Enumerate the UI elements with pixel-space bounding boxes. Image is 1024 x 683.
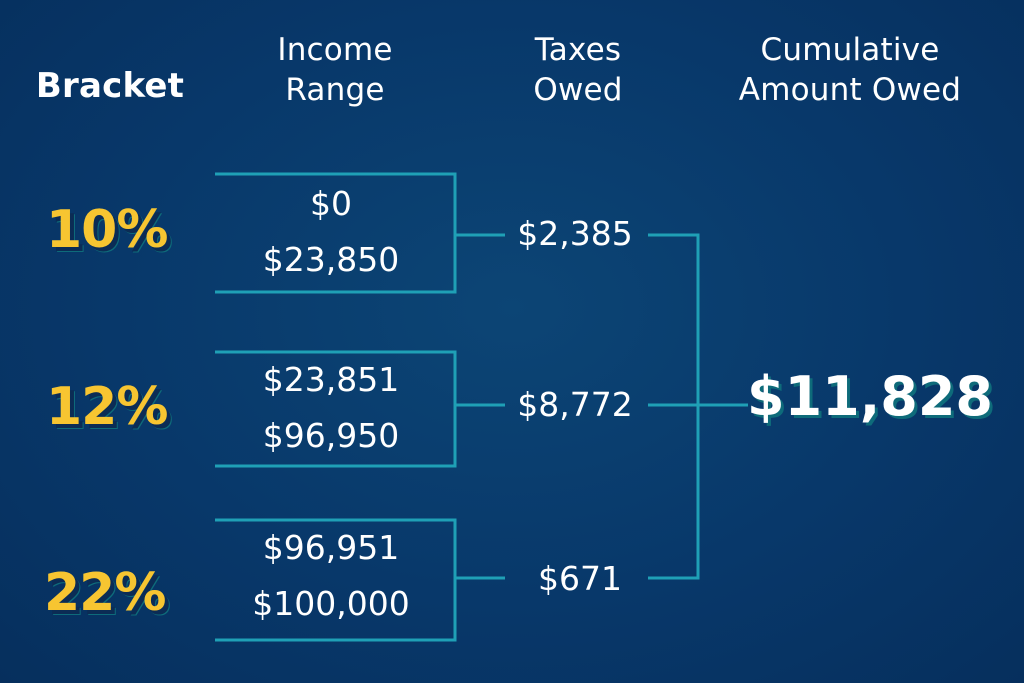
header-income-line-2: Range xyxy=(285,72,385,108)
taxes-owed-1: $2,385 xyxy=(517,214,633,253)
income-range-1-low: $0 xyxy=(310,184,352,223)
header-taxes-line-1: Taxes xyxy=(534,32,622,68)
range-box-3 xyxy=(215,518,457,642)
income-range-3: $96,951 $100,000 xyxy=(211,520,451,632)
header-bracket: Bracket xyxy=(20,66,200,106)
taxes-owed-2: $8,772 xyxy=(517,385,633,424)
income-range-1: $0 $23,850 xyxy=(211,176,451,288)
header-income-line-1: Income xyxy=(277,32,393,68)
income-range-3-high: $100,000 xyxy=(252,584,410,623)
bracket-rate-2: 12% xyxy=(46,377,168,437)
header-taxes-owed: Taxes Owed xyxy=(478,30,678,110)
bracket-rate-3: 22% xyxy=(44,563,166,623)
range-box-2 xyxy=(215,350,457,468)
range-box-1 xyxy=(215,172,457,294)
cumulative-total: $11,828 xyxy=(747,365,993,428)
header-cumulative-line-1: Cumulative xyxy=(760,32,940,68)
income-range-3-low: $96,951 xyxy=(262,528,400,567)
header-cumulative-line-2: Amount Owed xyxy=(738,72,962,108)
header-income-range: Income Range xyxy=(215,30,455,110)
taxes-owed-3: $671 xyxy=(538,559,622,598)
header-cumulative: Cumulative Amount Owed xyxy=(700,30,1000,110)
income-range-2-high: $96,950 xyxy=(262,416,400,455)
income-range-2: $23,851 $96,950 xyxy=(211,352,451,464)
bracket-rate-1: 10% xyxy=(46,200,168,260)
income-range-1-high: $23,850 xyxy=(262,240,400,279)
income-range-2-low: $23,851 xyxy=(262,360,400,399)
header-taxes-line-2: Owed xyxy=(533,72,623,108)
header-bracket-label: Bracket xyxy=(35,66,185,106)
